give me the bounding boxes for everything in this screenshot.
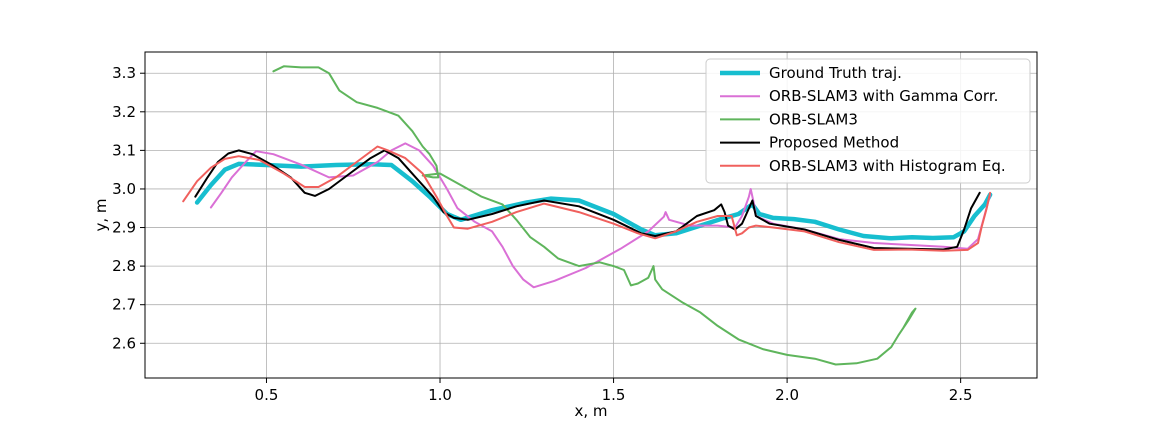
- x-tick-label: 1.0: [428, 386, 452, 404]
- legend-entry-label: ORB-SLAM3 with Gamma Corr.: [769, 87, 998, 105]
- series-line-3: [194, 149, 981, 251]
- x-tick-label: 2.0: [775, 386, 799, 404]
- x-tick-label: 2.5: [949, 386, 973, 404]
- y-tick-label: 3.3: [112, 64, 136, 82]
- plot-frame: [144, 51, 1038, 379]
- y-axis-label: y, m: [92, 198, 110, 231]
- y-tick-label: 2.7: [112, 296, 136, 314]
- y-tick-label: 2.6: [112, 334, 136, 352]
- x-tick-label: 0.5: [255, 386, 279, 404]
- legend-entry-label: Proposed Method: [769, 134, 899, 152]
- y-tick-label: 2.9: [112, 219, 136, 237]
- legend-box: [705, 58, 1031, 184]
- series-line-2: [272, 65, 917, 366]
- legend-entry-label: Ground Truth traj.: [769, 64, 902, 82]
- legend: Ground Truth traj. ORB-SLAM3 with Gamma C…: [705, 58, 1031, 184]
- y-tick-label: 3.2: [112, 103, 136, 121]
- series-line-4: [182, 145, 992, 252]
- legend-entry-label: ORB-SLAM3 with Histogram Eq.: [769, 157, 1006, 175]
- axis-ticks: 0.5 1.0 1.5 2.0 2.5 2.6 2.7 2.8 2.9 3.0 3.1 3.2 3.3: [112, 64, 972, 404]
- x-tick-label: 1.5: [602, 386, 626, 404]
- legend-entry-label: ORB-SLAM3: [769, 110, 858, 128]
- x-axis-label: x, m: [574, 402, 607, 420]
- y-tick-label: 2.8: [112, 257, 136, 275]
- y-tick-label: 3.1: [112, 141, 136, 159]
- y-tick-label: 3.0: [112, 180, 136, 198]
- series-layer: [182, 65, 993, 366]
